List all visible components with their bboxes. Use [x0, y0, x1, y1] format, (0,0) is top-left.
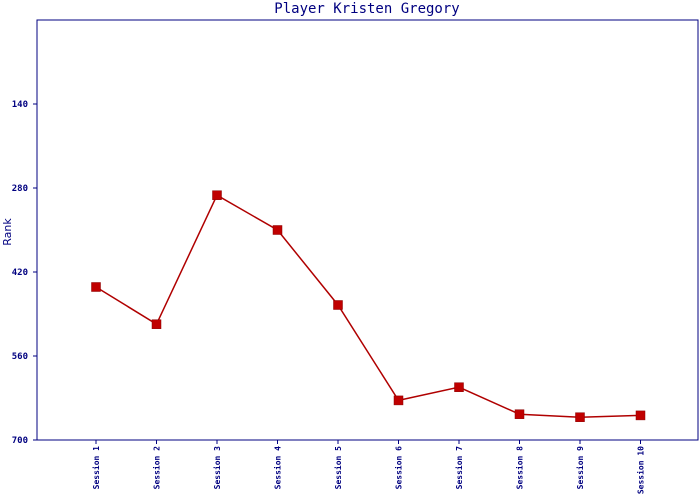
y-tick-label: 420 [12, 268, 28, 278]
data-point [514, 409, 525, 419]
x-tick-label: Session 2 [152, 446, 162, 490]
y-tick-label: 280 [12, 184, 28, 194]
data-point [272, 225, 283, 235]
x-axis: Session 1 Session 2 Session 3 Session 4 Sess… [91, 440, 646, 494]
x-tick-label: Session 5 [333, 446, 343, 490]
x-tick-label: Session 8 [515, 446, 525, 490]
data-point [333, 300, 343, 310]
x-tick-label: Session 3 [212, 446, 222, 490]
data-point [454, 382, 464, 392]
x-tick-label: Session 1 [91, 446, 101, 490]
data-point [575, 412, 585, 422]
y-axis-label: Rank [1, 218, 14, 246]
data-point [393, 395, 404, 406]
chart-title: Player Kristen Gregory [274, 1, 459, 17]
data-point [212, 190, 222, 200]
series-rank [91, 190, 646, 422]
series-line [95, 194, 641, 418]
data-point [91, 282, 101, 292]
x-tick-label: Session 9 [575, 446, 585, 490]
y-tick-label: 560 [12, 352, 28, 362]
y-tick-label: 140 [12, 100, 28, 110]
x-tick-label: Session 6 [394, 446, 404, 490]
y-tick-label: 700 [12, 436, 28, 446]
data-point [635, 410, 646, 421]
y-axis: 140 280 420 560 700 [12, 100, 37, 446]
x-tick-label: Session 4 [273, 446, 283, 490]
plot-area [36, 19, 699, 441]
data-point [151, 319, 162, 329]
x-tick-label: Session 10 [636, 446, 646, 494]
x-tick-label: Session 7 [454, 446, 464, 490]
